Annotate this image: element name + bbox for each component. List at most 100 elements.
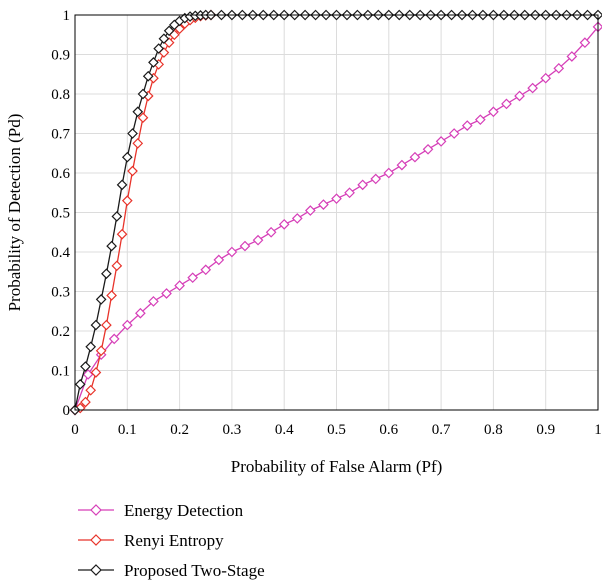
y-tick-label: 0.2 bbox=[51, 324, 70, 340]
data-point bbox=[148, 296, 159, 307]
data-point bbox=[137, 88, 149, 100]
data-point bbox=[213, 254, 225, 266]
x-axis-label: Probability of False Alarm (Pf) bbox=[231, 457, 443, 476]
y-axis-label: Probability of Detection (Pd) bbox=[5, 114, 24, 312]
legend-label: Renyi Entropy bbox=[124, 531, 224, 550]
data-point bbox=[163, 25, 175, 37]
data-point bbox=[90, 367, 102, 378]
y-tick-label: 0.7 bbox=[51, 127, 70, 143]
data-point bbox=[357, 179, 368, 191]
x-tick-label: 0 bbox=[71, 422, 79, 438]
data-point bbox=[132, 138, 144, 149]
data-point bbox=[501, 98, 512, 110]
y-tick-label: 0.3 bbox=[51, 285, 70, 301]
data-point bbox=[106, 240, 117, 252]
legend-marker bbox=[90, 564, 102, 576]
data-point bbox=[527, 82, 538, 94]
data-point bbox=[252, 234, 264, 246]
data-point bbox=[305, 205, 316, 216]
data-point bbox=[111, 260, 123, 272]
data-point bbox=[121, 151, 133, 163]
y-tick-label: 0.5 bbox=[51, 206, 70, 222]
data-point bbox=[158, 33, 170, 45]
data-point bbox=[74, 378, 86, 390]
y-tick-label: 0 bbox=[63, 403, 71, 419]
data-point bbox=[566, 51, 578, 62]
data-point bbox=[95, 345, 107, 357]
data-point bbox=[101, 319, 112, 331]
plot-frame bbox=[74, 14, 599, 411]
data-point bbox=[153, 43, 165, 54]
data-point bbox=[448, 128, 460, 139]
data-point bbox=[121, 195, 133, 206]
x-tick-label: 0.3 bbox=[223, 422, 242, 438]
x-tick-label: 0.8 bbox=[484, 422, 503, 438]
data-point bbox=[148, 57, 159, 68]
x-tick-label: 1 bbox=[594, 422, 602, 438]
data-point bbox=[579, 37, 591, 48]
data-point bbox=[161, 288, 172, 299]
data-point bbox=[331, 193, 342, 205]
y-tick-label: 0.6 bbox=[51, 166, 70, 182]
x-tick-label: 0.6 bbox=[379, 422, 398, 438]
data-point bbox=[239, 240, 251, 252]
data-point bbox=[187, 272, 199, 284]
tick-labels: 0 0.1 0.2 0.3 0.4 0.5 0.6 0.7 0.8 0.9 1 0 0.1 0.2 0.3 0… bbox=[51, 8, 602, 438]
data-point bbox=[90, 319, 102, 331]
data-point bbox=[291, 213, 303, 224]
legend-item: Renyi Entropy bbox=[78, 531, 224, 550]
data-point bbox=[278, 219, 290, 230]
x-tick-label: 0.4 bbox=[275, 422, 294, 438]
data-point bbox=[80, 396, 91, 408]
y-tick-label: 1 bbox=[63, 8, 71, 24]
data-point bbox=[101, 268, 112, 280]
data-point bbox=[121, 319, 133, 331]
y-tick-label: 0.8 bbox=[51, 87, 70, 103]
data-point bbox=[461, 120, 473, 131]
y-tick-label: 0.4 bbox=[51, 245, 70, 261]
data-point bbox=[344, 187, 355, 199]
data-point bbox=[108, 333, 120, 345]
data-point bbox=[127, 128, 138, 139]
data-point bbox=[137, 112, 149, 124]
data-point bbox=[132, 106, 144, 118]
data-point bbox=[200, 264, 212, 276]
data-point bbox=[135, 307, 146, 319]
y-tick-label: 0.9 bbox=[51, 48, 70, 64]
x-tick-label: 0.2 bbox=[170, 422, 189, 438]
data-point bbox=[422, 143, 434, 155]
data-point bbox=[106, 290, 117, 301]
x-tick-label: 0.7 bbox=[432, 422, 451, 438]
data-point bbox=[174, 280, 185, 291]
data-point bbox=[85, 341, 97, 353]
data-point bbox=[142, 70, 154, 82]
legend-marker bbox=[90, 534, 102, 546]
legend-label: Energy Detection bbox=[124, 501, 244, 520]
series-energy-detection bbox=[69, 21, 602, 416]
data-point bbox=[265, 226, 277, 238]
data-point bbox=[226, 246, 238, 258]
data-point bbox=[127, 165, 138, 177]
data-point bbox=[95, 294, 107, 305]
x-tick-label: 0.9 bbox=[536, 422, 555, 438]
data-point bbox=[383, 167, 395, 179]
data-point bbox=[111, 211, 123, 222]
data-point bbox=[85, 384, 97, 396]
legend-item: Energy Detection bbox=[78, 501, 244, 520]
x-tick-label: 0.5 bbox=[327, 422, 346, 438]
data-point bbox=[435, 136, 447, 147]
data-point bbox=[553, 62, 565, 74]
x-tick-label: 0.1 bbox=[118, 422, 137, 438]
data-point bbox=[488, 106, 499, 118]
data-point bbox=[80, 361, 91, 372]
data-point bbox=[116, 228, 128, 240]
data-point bbox=[370, 173, 382, 185]
data-point bbox=[540, 72, 552, 84]
data-point bbox=[514, 90, 525, 102]
y-tick-label: 0.1 bbox=[51, 364, 70, 380]
legend-marker bbox=[90, 504, 102, 516]
data-point bbox=[116, 179, 128, 191]
legend-item: Proposed Two-Stage bbox=[78, 561, 265, 580]
data-point bbox=[409, 151, 421, 163]
